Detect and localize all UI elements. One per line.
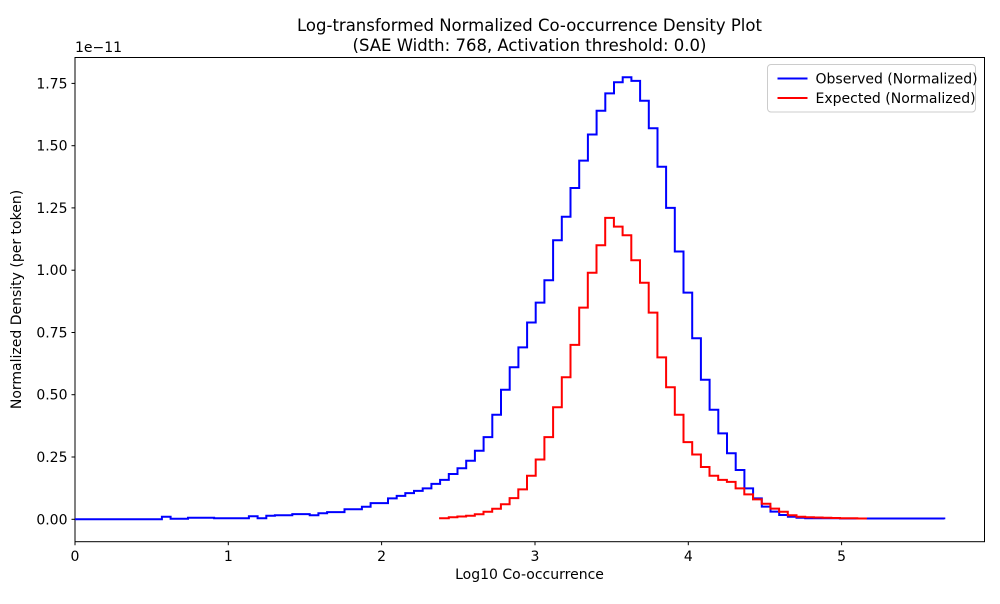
legend-observed-label: Observed (Normalized) <box>816 72 978 88</box>
x-axis-ticks: 0 1 2 3 4 5 <box>71 541 846 565</box>
y-axis-offset-text: 1e−11 <box>75 40 122 56</box>
x-tick-label: 0 <box>71 549 80 565</box>
y-tick-label: 0.00 <box>36 512 67 528</box>
x-tick-label: 5 <box>837 549 846 565</box>
expected-line <box>439 216 867 520</box>
plot-area <box>74 57 985 543</box>
chart-title-line2: (SAE Width: 768, Activation threshold: 0… <box>353 36 707 55</box>
y-tick-label: 1.25 <box>36 201 67 217</box>
y-tick-label: 1.00 <box>36 263 67 279</box>
x-tick-label: 1 <box>224 549 233 565</box>
y-tick-label: 1.50 <box>36 139 67 155</box>
legend: Observed (Normalized) Expected (Normaliz… <box>767 64 978 113</box>
legend-box <box>767 64 976 113</box>
x-tick-label: 2 <box>377 549 386 565</box>
y-tick-label: 0.75 <box>36 326 67 342</box>
x-axis-label: Log10 Co-occurrence <box>455 567 604 583</box>
x-tick-label: 4 <box>684 549 693 565</box>
x-tick-label: 3 <box>531 549 540 565</box>
y-axis-ticks: 0.00 0.25 0.50 0.75 1.00 1.25 1.50 1.75 <box>36 76 75 528</box>
y-axis-label: Normalized Density (per token) <box>9 190 25 409</box>
y-tick-label: 0.25 <box>36 450 67 466</box>
legend-expected-label: Expected (Normalized) <box>816 91 976 107</box>
y-tick-label: 1.75 <box>36 76 67 92</box>
chart-title-line1: Log-transformed Normalized Co-occurrence… <box>297 16 762 35</box>
y-tick-label: 0.50 <box>36 388 67 404</box>
observed-line <box>75 76 946 521</box>
